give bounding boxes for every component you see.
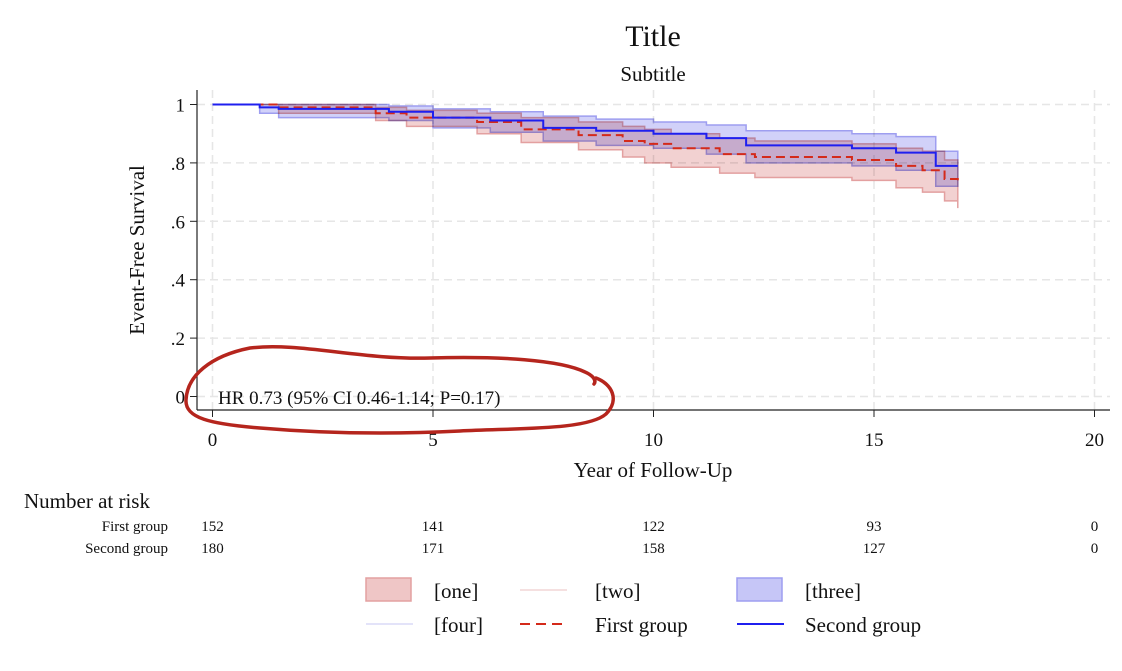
x-tick-label: 0 <box>208 430 218 451</box>
x-axis-label: Year of Follow-Up <box>574 458 733 482</box>
risk-count: 122 <box>642 519 665 535</box>
y-tick-label: .4 <box>171 271 186 292</box>
x-tick-label: 5 <box>428 430 438 451</box>
y-tick-label: .8 <box>171 154 185 175</box>
x-ticks: 0 5 10 15 20 <box>208 410 1104 451</box>
risk-count: 0 <box>1091 519 1099 535</box>
first-group-line <box>212 103 959 184</box>
x-tick-label: 10 <box>644 430 663 451</box>
legend-label: [two] <box>595 579 641 603</box>
risk-count: 152 <box>201 519 224 535</box>
risk-row-label: Second group <box>85 541 168 557</box>
hr-annotation: HR 0.73 (95% CI 0.46-1.14; P=0.17) <box>218 388 501 409</box>
risk-count: 127 <box>863 541 886 557</box>
y-tick-label: 1 <box>176 96 186 117</box>
y-axis-label: Event-Free Survival <box>125 165 149 335</box>
x-tick-label: 20 <box>1085 430 1104 451</box>
risk-count: 141 <box>422 519 445 535</box>
chart-subtitle: Subtitle <box>620 62 685 86</box>
risk-count: 0 <box>1091 541 1099 557</box>
risk-count: 158 <box>642 541 665 557</box>
y-ticks: 0 .2 .4 .6 .8 1 <box>171 96 197 409</box>
risk-count: 93 <box>867 519 882 535</box>
risk-count: 180 <box>201 541 224 557</box>
chart-title: Title <box>625 20 681 53</box>
legend-label: [three] <box>805 579 861 603</box>
legend: [one] [two] [three] [four] First group Second… <box>365 577 921 637</box>
second-group-line <box>212 103 958 167</box>
y-tick-label: 0 <box>176 388 186 409</box>
survival-lines <box>212 103 959 184</box>
hand-drawn-circle-mark <box>184 345 615 435</box>
x-tick-label: 15 <box>865 430 884 451</box>
legend-label: First group <box>595 613 688 637</box>
legend-label: Second group <box>805 613 921 637</box>
legend-label: [one] <box>434 579 478 603</box>
legend-label: [four] <box>434 613 483 637</box>
legend-swatch <box>736 577 783 602</box>
risk-table: First group 152 141 122 93 0 Second group 180 17… <box>85 519 1098 557</box>
risk-count: 171 <box>422 541 445 557</box>
y-tick-label: .2 <box>171 329 185 350</box>
legend-swatch <box>365 577 412 602</box>
risk-row-label: First group <box>102 519 168 535</box>
y-tick-label: .6 <box>171 212 185 233</box>
risk-table-title: Number at risk <box>24 489 150 513</box>
